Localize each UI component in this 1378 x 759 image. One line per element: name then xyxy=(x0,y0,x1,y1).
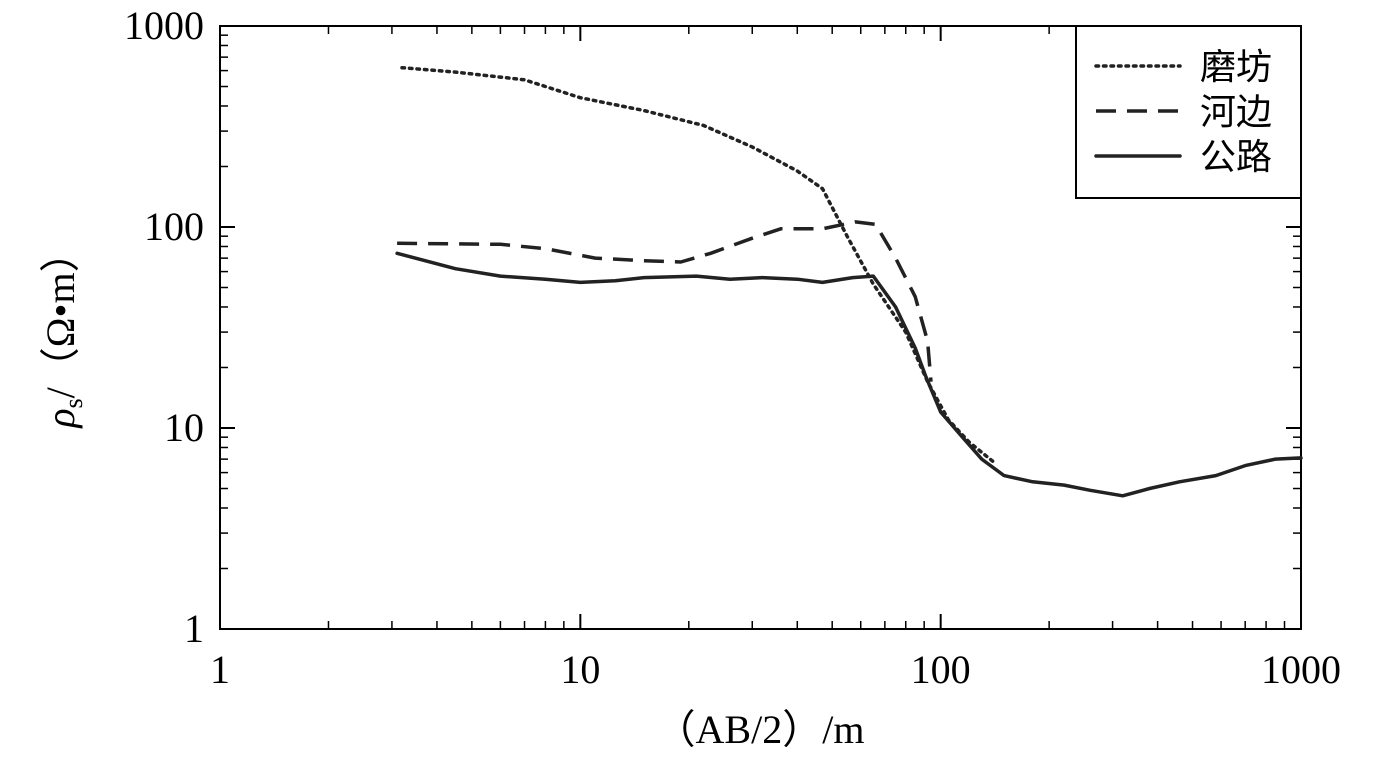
y-tick-label: 1000 xyxy=(124,3,204,48)
x-tick-label: 1000 xyxy=(1261,647,1341,692)
x-tick-label: 100 xyxy=(911,647,971,692)
y-axis-title: ρs/（Ω•m） xyxy=(38,232,88,429)
legend-label: 河边 xyxy=(1200,92,1272,133)
y-tick-label: 100 xyxy=(144,204,204,249)
legend-label: 公路 xyxy=(1200,137,1272,178)
legend-label: 磨坊 xyxy=(1200,47,1272,88)
x-tick-label: 10 xyxy=(560,647,600,692)
x-tick-label: 1 xyxy=(210,647,230,692)
x-axis-title: （AB/2）/m xyxy=(656,707,865,752)
series-line xyxy=(395,251,1303,498)
series-layer xyxy=(395,65,1303,498)
x-tick-labels: 1 10 100 1000 xyxy=(210,647,1341,692)
y-axis-symbol: ρ xyxy=(38,408,83,429)
y-tick-labels: 1 10 100 1000 xyxy=(124,3,204,651)
y-axis-subscript: s xyxy=(59,398,88,408)
series-line xyxy=(400,65,996,464)
y-tick-label: 1 xyxy=(184,606,204,651)
y-axis-unit: /（Ω•m） xyxy=(38,232,83,398)
plot-frame xyxy=(219,25,1302,630)
y-tick-label: 10 xyxy=(164,405,204,450)
series-line xyxy=(397,220,933,382)
